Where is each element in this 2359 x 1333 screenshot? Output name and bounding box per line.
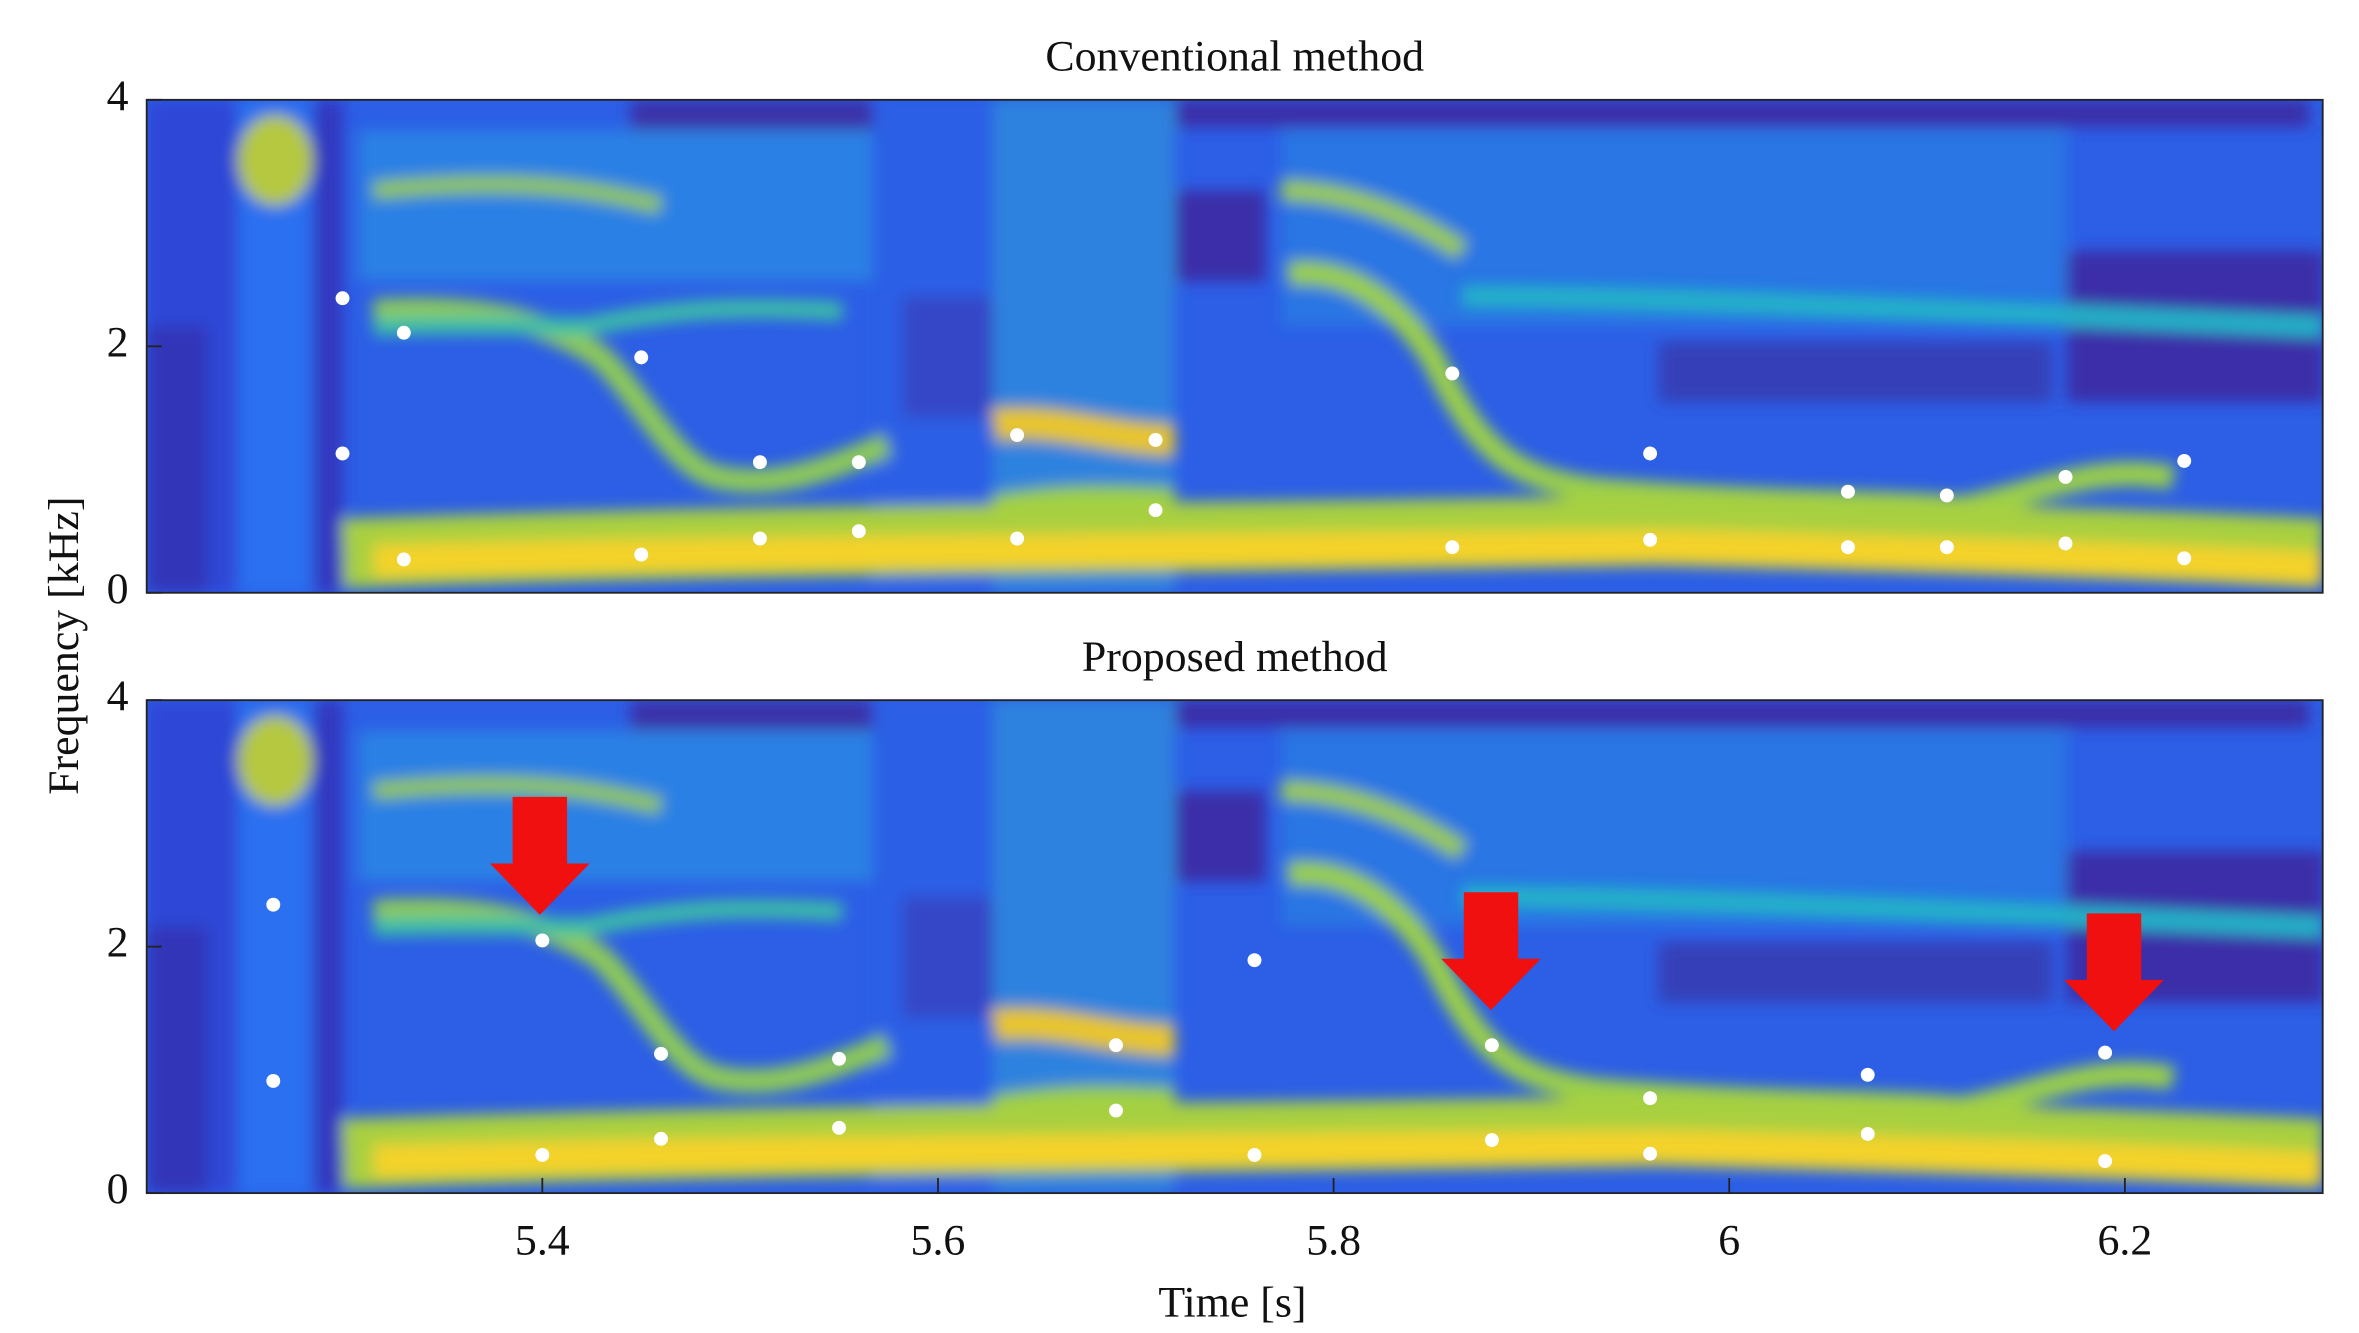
data-point xyxy=(2058,536,2073,551)
annotation-arrows xyxy=(489,796,2164,1032)
data-point xyxy=(752,531,767,546)
data-point xyxy=(335,446,350,461)
chart-title: Proposed method xyxy=(1082,633,1388,681)
data-point xyxy=(1643,532,1658,547)
x-tick-label: 5.4 xyxy=(515,1217,570,1265)
data-point xyxy=(2177,453,2192,468)
data-point xyxy=(832,1051,847,1066)
data-point xyxy=(396,552,411,567)
data-point xyxy=(1247,953,1262,968)
x-tick-label: 6.2 xyxy=(2097,1217,2152,1265)
arrow xyxy=(489,796,590,915)
data-point xyxy=(654,1046,668,1061)
data-point xyxy=(851,455,866,470)
data-point xyxy=(2098,1154,2113,1169)
data-point xyxy=(1484,1038,1499,1053)
x-axis-label: Time [s] xyxy=(1158,1279,1306,1327)
data-point xyxy=(851,524,866,539)
spectrogram xyxy=(147,700,2325,1193)
data-point xyxy=(396,325,411,340)
data-point xyxy=(1840,540,1855,555)
data-point xyxy=(1109,1038,1123,1053)
spectrogram xyxy=(147,100,2325,593)
data-point xyxy=(335,291,350,306)
data-point xyxy=(832,1120,847,1135)
data-point xyxy=(1247,1147,1262,1162)
x-tick-label: 6 xyxy=(1718,1217,1740,1265)
data-point xyxy=(634,547,649,562)
y-tick-label: 0 xyxy=(107,565,129,613)
data-point xyxy=(1010,428,1025,442)
data-point xyxy=(1148,503,1163,518)
data-point xyxy=(1109,1103,1123,1118)
data-point xyxy=(2058,469,2073,484)
data-point xyxy=(2098,1045,2113,1060)
axes-box xyxy=(145,699,2324,1195)
data-point xyxy=(535,933,550,948)
data-point xyxy=(1445,540,1460,555)
data-point xyxy=(2177,551,2192,566)
y-tick-label: 4 xyxy=(107,672,129,720)
x-tick-label: 5.6 xyxy=(911,1217,966,1265)
data-point xyxy=(1643,1146,1658,1161)
data-point xyxy=(1860,1127,1875,1141)
y-tick-label: 2 xyxy=(107,318,129,366)
data-point xyxy=(1939,488,1954,503)
y-tick-label: 2 xyxy=(107,919,129,967)
arrow xyxy=(1441,892,1541,1011)
plot-layer: Conventional method 0 2 4 Proposed method 0 2 4… xyxy=(107,33,2324,1265)
data-point xyxy=(1860,1067,1875,1082)
chart-title: Conventional method xyxy=(1045,33,1424,81)
data-point xyxy=(535,1147,550,1162)
data-point xyxy=(654,1131,668,1146)
axes-box xyxy=(145,98,2324,594)
data-point xyxy=(266,897,281,912)
data-point xyxy=(752,455,767,470)
data-point xyxy=(1445,366,1460,381)
y-axis-label: Frequency [kHz] xyxy=(40,497,88,795)
data-point xyxy=(1643,1091,1658,1106)
data-point xyxy=(1010,531,1025,546)
data-point xyxy=(1643,446,1658,461)
y-tick-label: 0 xyxy=(107,1165,129,1213)
arrow xyxy=(2064,913,2164,1032)
data-point xyxy=(1840,484,1855,499)
data-point xyxy=(634,350,649,365)
y-tick-label: 4 xyxy=(107,72,129,120)
data-point xyxy=(1148,433,1163,447)
data-point xyxy=(1484,1133,1499,1148)
data-point xyxy=(266,1074,281,1088)
x-tick-label: 5.8 xyxy=(1306,1217,1361,1265)
data-point xyxy=(1939,540,1954,555)
